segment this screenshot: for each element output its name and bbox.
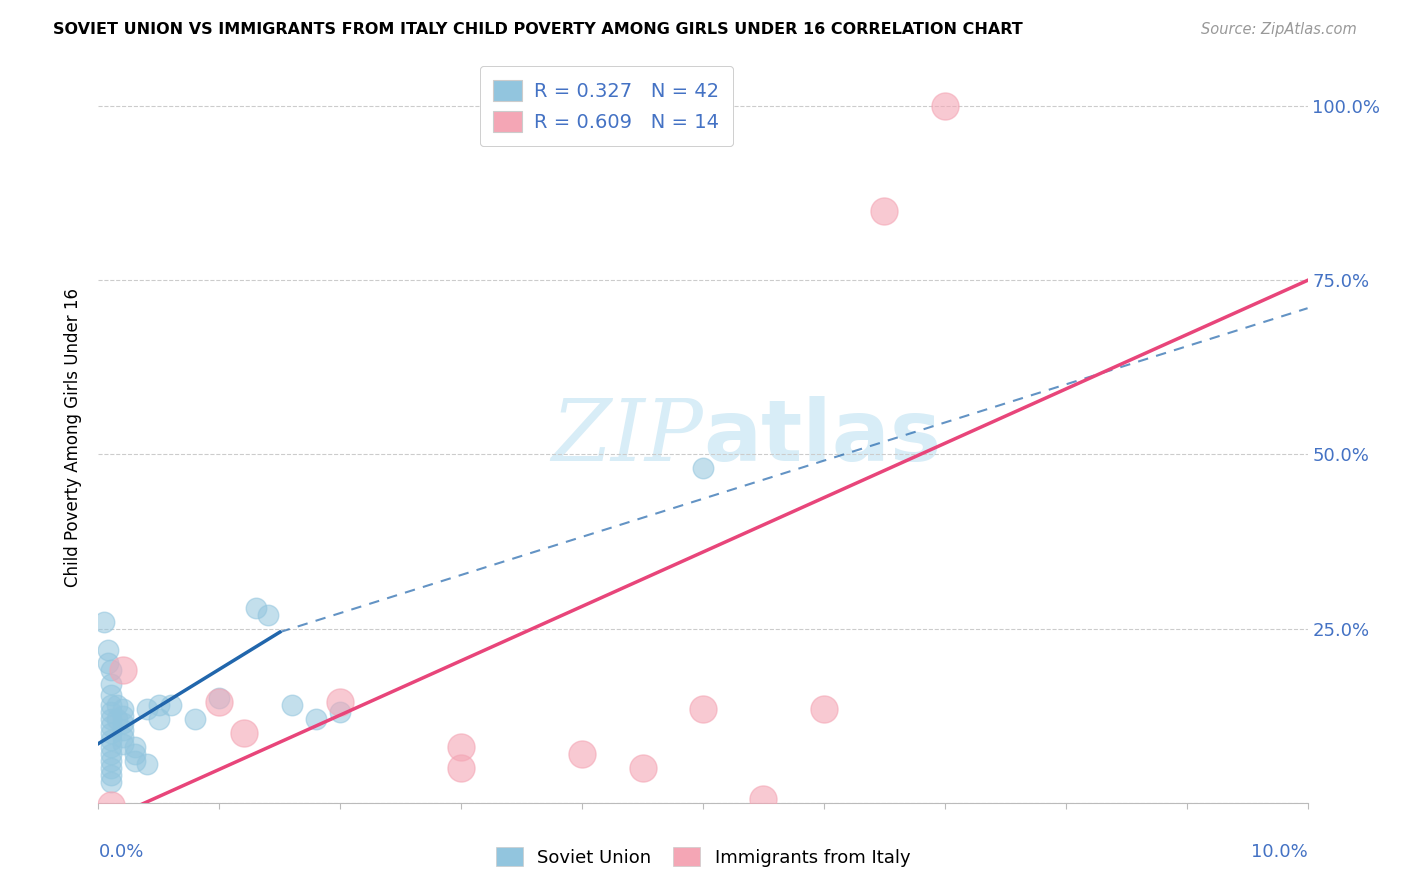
Point: [111, 708, 134, 723]
Point: [124, 740, 146, 755]
Point: [184, 712, 207, 726]
Point: [93, 615, 115, 629]
Point: [111, 730, 134, 744]
Point: [100, 747, 122, 761]
Point: [124, 754, 146, 768]
Point: [934, 99, 956, 113]
Point: [100, 698, 122, 713]
Point: [100, 705, 122, 719]
Legend: Soviet Union, Immigrants from Italy: Soviet Union, Immigrants from Italy: [488, 840, 918, 874]
Point: [813, 702, 835, 716]
Point: [100, 797, 122, 812]
Point: [105, 698, 128, 713]
Point: [208, 695, 231, 709]
Point: [124, 747, 146, 761]
Point: [100, 719, 122, 733]
Point: [692, 461, 714, 475]
Point: [450, 761, 472, 775]
Legend: R = 0.327   N = 42, R = 0.609   N = 14: R = 0.327 N = 42, R = 0.609 N = 14: [479, 66, 733, 145]
Point: [232, 726, 254, 740]
Text: SOVIET UNION VS IMMIGRANTS FROM ITALY CHILD POVERTY AMONG GIRLS UNDER 16 CORRELA: SOVIET UNION VS IMMIGRANTS FROM ITALY CH…: [53, 22, 1024, 37]
Point: [752, 792, 775, 806]
Point: [100, 754, 122, 768]
Point: [100, 761, 122, 775]
Point: [111, 664, 134, 678]
Point: [100, 677, 122, 691]
Point: [100, 775, 122, 789]
Point: [631, 761, 654, 775]
Text: 10.0%: 10.0%: [1251, 843, 1308, 861]
Point: [97, 642, 120, 657]
Point: [571, 747, 593, 761]
Y-axis label: Child Poverty Among Girls Under 16: Child Poverty Among Girls Under 16: [65, 287, 83, 587]
Point: [100, 733, 122, 747]
Point: [148, 698, 170, 713]
Point: [105, 712, 128, 726]
Point: [111, 737, 134, 751]
Point: [256, 607, 278, 622]
Point: [100, 726, 122, 740]
Text: atlas: atlas: [703, 395, 941, 479]
Point: [111, 715, 134, 730]
Point: [100, 740, 122, 755]
Point: [100, 768, 122, 782]
Point: [281, 698, 304, 713]
Point: [111, 702, 134, 716]
Text: 0.0%: 0.0%: [98, 843, 143, 861]
Point: [100, 712, 122, 726]
Point: [305, 712, 328, 726]
Point: [100, 664, 122, 678]
Point: [245, 600, 267, 615]
Point: [692, 702, 714, 716]
Text: ZIP: ZIP: [551, 396, 703, 478]
Text: Source: ZipAtlas.com: Source: ZipAtlas.com: [1201, 22, 1357, 37]
Point: [135, 757, 157, 772]
Point: [450, 740, 472, 755]
Point: [329, 705, 352, 719]
Point: [329, 695, 352, 709]
Point: [208, 691, 231, 706]
Point: [873, 203, 896, 218]
Point: [97, 657, 120, 671]
Point: [111, 723, 134, 737]
Point: [160, 698, 183, 713]
Point: [100, 688, 122, 702]
Point: [135, 702, 157, 716]
Point: [148, 712, 170, 726]
